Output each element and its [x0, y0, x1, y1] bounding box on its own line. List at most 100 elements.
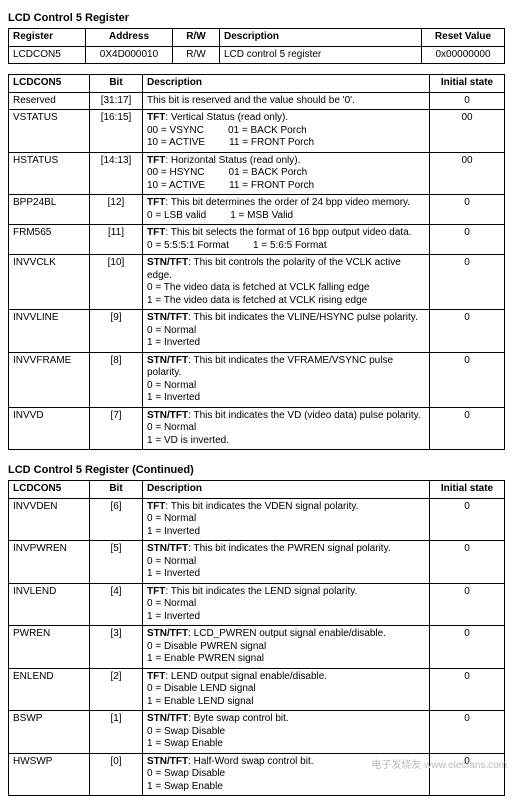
- col-bit: Bit: [90, 481, 143, 499]
- cell-initial: 0: [430, 195, 505, 225]
- cell-initial: 0: [430, 255, 505, 310]
- cell-description: STN/TFT: This bit indicates the PWREN si…: [143, 541, 430, 584]
- table-row: INVVFRAME[8]STN/TFT: This bit indicates …: [9, 352, 505, 407]
- cell-bit: [14:13]: [90, 152, 143, 195]
- cell-description: LCD control 5 register: [220, 46, 422, 64]
- cell-initial: 0: [430, 352, 505, 407]
- cell-bit: [6]: [90, 498, 143, 541]
- cell-description: TFT: Horizontal Status (read only).00 = …: [143, 152, 430, 195]
- cell-name: BSWP: [9, 711, 90, 754]
- cell-description: STN/TFT: This bit controls the polarity …: [143, 255, 430, 310]
- cell-bit: [16:15]: [90, 110, 143, 153]
- cell-description: TFT: This bit determines the order of 24…: [143, 195, 430, 225]
- cell-initial: 0: [430, 583, 505, 626]
- table-row: INVVDEN[6]TFT: This bit indicates the VD…: [9, 498, 505, 541]
- table-row: HSTATUS[14:13]TFT: Horizontal Status (re…: [9, 152, 505, 195]
- cell-bit: [2]: [90, 668, 143, 711]
- cell-initial: 0: [430, 310, 505, 353]
- table-row: BSWP[1]STN/TFT: Byte swap control bit.0 …: [9, 711, 505, 754]
- col-register: Register: [9, 29, 86, 47]
- cell-name: INVLEND: [9, 583, 90, 626]
- register-summary-table: Register Address R/W Description Reset V…: [8, 28, 505, 64]
- cell-description: STN/TFT: LCD_PWREN output signal enable/…: [143, 626, 430, 669]
- table-row: PWREN[3]STN/TFT: LCD_PWREN output signal…: [9, 626, 505, 669]
- cell-bit: [0]: [90, 753, 143, 796]
- cell-name: HWSWP: [9, 753, 90, 796]
- cell-description: STN/TFT: Byte swap control bit.0 = Swap …: [143, 711, 430, 754]
- cell-bit: [9]: [90, 310, 143, 353]
- table-row: INVVCLK[10]STN/TFT: This bit controls th…: [9, 255, 505, 310]
- table-row: INVLEND[4]TFT: This bit indicates the LE…: [9, 583, 505, 626]
- cell-name: ENLEND: [9, 668, 90, 711]
- col-description: Description: [220, 29, 422, 47]
- bitfield-table-continued: LCDCON5 Bit Description Initial state IN…: [8, 480, 505, 796]
- table-row: HWSWP[0]STN/TFT: Half-Word swap control …: [9, 753, 505, 796]
- cell-bit: [7]: [90, 407, 143, 450]
- section-title-continued: LCD Control 5 Register (Continued): [8, 464, 505, 476]
- cell-name: INVVD: [9, 407, 90, 450]
- cell-name: INVVFRAME: [9, 352, 90, 407]
- table-row: VSTATUS[16:15]TFT: Vertical Status (read…: [9, 110, 505, 153]
- table-row: INVVLINE[9]STN/TFT: This bit indicates t…: [9, 310, 505, 353]
- cell-initial: 00: [430, 152, 505, 195]
- col-name: LCDCON5: [9, 481, 90, 499]
- cell-initial: 0: [430, 626, 505, 669]
- col-description: Description: [143, 481, 430, 499]
- cell-name: FRM565: [9, 225, 90, 255]
- cell-rw: R/W: [173, 46, 220, 64]
- cell-bit: [5]: [90, 541, 143, 584]
- cell-description: TFT: This bit indicates the LEND signal …: [143, 583, 430, 626]
- cell-reset-value: 0x00000000: [422, 46, 505, 64]
- cell-initial: 0: [430, 407, 505, 450]
- cell-description: TFT: Vertical Status (read only).00 = VS…: [143, 110, 430, 153]
- cell-bit: [10]: [90, 255, 143, 310]
- table-row: INVPWREN[5]STN/TFT: This bit indicates t…: [9, 541, 505, 584]
- cell-name: INVVCLK: [9, 255, 90, 310]
- cell-description: STN/TFT: Half-Word swap control bit.0 = …: [143, 753, 430, 796]
- cell-name: INVVDEN: [9, 498, 90, 541]
- section-title: LCD Control 5 Register: [8, 12, 505, 24]
- cell-bit: [4]: [90, 583, 143, 626]
- col-name: LCDCON5: [9, 75, 90, 93]
- bitfield-table: LCDCON5 Bit Description Initial state Re…: [8, 74, 505, 450]
- table-row: INVVD[7]STN/TFT: This bit indicates the …: [9, 407, 505, 450]
- col-reset-value: Reset Value: [422, 29, 505, 47]
- cell-initial: 0: [430, 541, 505, 584]
- cell-name: INVPWREN: [9, 541, 90, 584]
- cell-bit: [31:17]: [90, 92, 143, 110]
- cell-name: BPP24BL: [9, 195, 90, 225]
- cell-address: 0X4D000010: [86, 46, 173, 64]
- table-row: Reserved[31:17]This bit is reserved and …: [9, 92, 505, 110]
- table-row: LCDCON5 0X4D000010 R/W LCD control 5 reg…: [9, 46, 505, 64]
- cell-bit: [8]: [90, 352, 143, 407]
- table-row: ENLEND[2]TFT: LEND output signal enable/…: [9, 668, 505, 711]
- cell-name: HSTATUS: [9, 152, 90, 195]
- cell-description: STN/TFT: This bit indicates the VD (vide…: [143, 407, 430, 450]
- cell-bit: [11]: [90, 225, 143, 255]
- cell-initial: 0: [430, 498, 505, 541]
- cell-initial: 0: [430, 668, 505, 711]
- cell-initial: 0: [430, 225, 505, 255]
- cell-bit: [1]: [90, 711, 143, 754]
- cell-name: INVVLINE: [9, 310, 90, 353]
- col-initial: Initial state: [430, 75, 505, 93]
- col-address: Address: [86, 29, 173, 47]
- col-description: Description: [143, 75, 430, 93]
- cell-initial: 0: [430, 92, 505, 110]
- table-row: FRM565[11]TFT: This bit selects the form…: [9, 225, 505, 255]
- cell-bit: [3]: [90, 626, 143, 669]
- cell-register: LCDCON5: [9, 46, 86, 64]
- cell-initial: 00: [430, 110, 505, 153]
- cell-description: TFT: LEND output signal enable/disable.0…: [143, 668, 430, 711]
- cell-description: TFT: This bit selects the format of 16 b…: [143, 225, 430, 255]
- cell-description: STN/TFT: This bit indicates the VFRAME/V…: [143, 352, 430, 407]
- cell-bit: [12]: [90, 195, 143, 225]
- cell-description: This bit is reserved and the value shoul…: [143, 92, 430, 110]
- col-bit: Bit: [90, 75, 143, 93]
- cell-initial: 0: [430, 711, 505, 754]
- col-rw: R/W: [173, 29, 220, 47]
- cell-initial: 0: [430, 753, 505, 796]
- cell-name: PWREN: [9, 626, 90, 669]
- col-initial: Initial state: [430, 481, 505, 499]
- cell-description: STN/TFT: This bit indicates the VLINE/HS…: [143, 310, 430, 353]
